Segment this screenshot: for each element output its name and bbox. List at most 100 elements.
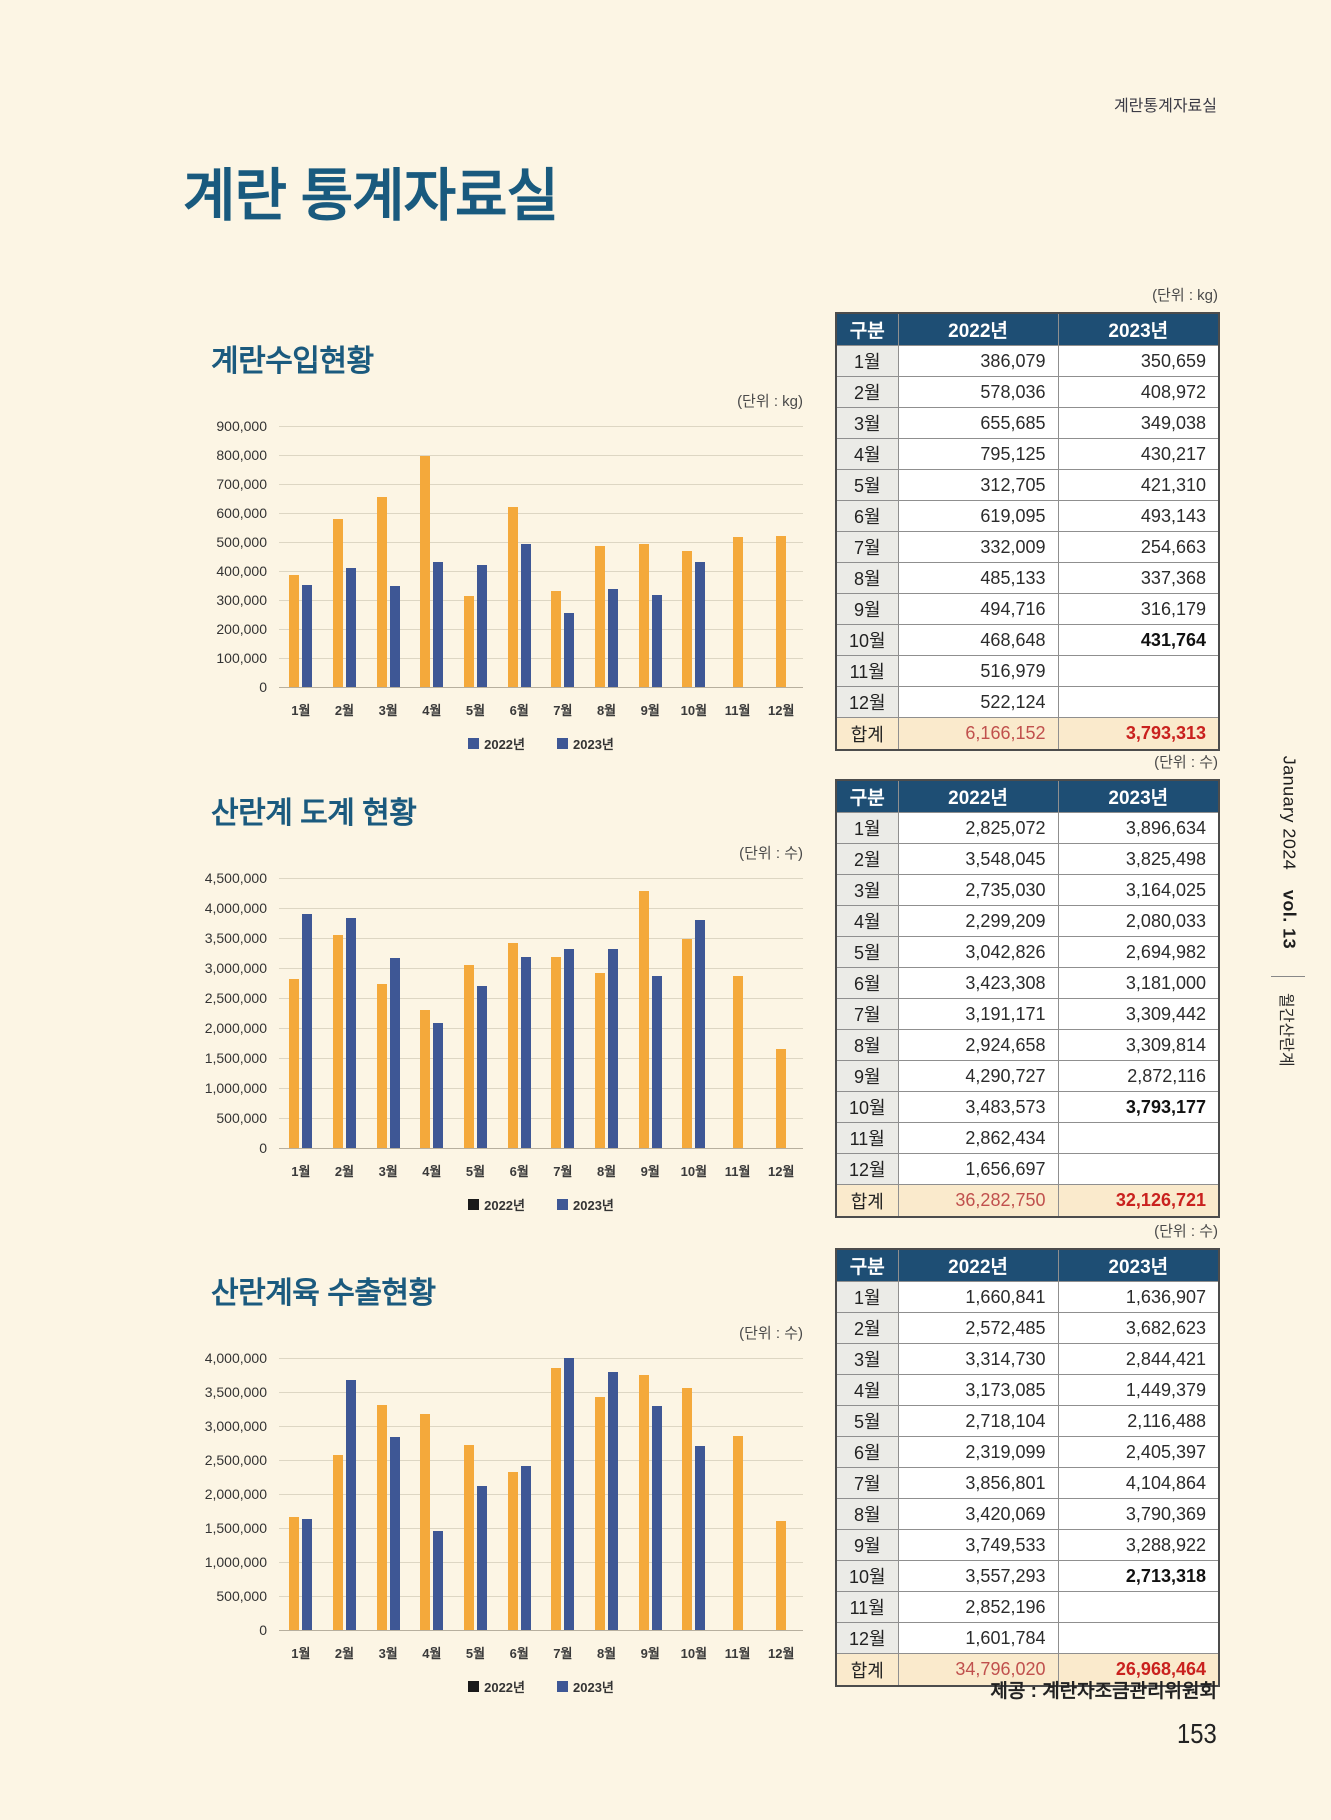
y-axis-tick-label: 200,000 — [216, 621, 267, 637]
month-cell: 9월 — [835, 593, 899, 625]
y-axis-tick-label: 0 — [259, 679, 267, 695]
bar-group-1월 — [279, 1358, 323, 1630]
table-unit-label: (단위 : 수) — [1154, 1223, 1218, 1240]
bar-2022년-2월 — [333, 1455, 343, 1630]
x-axis-label: 1월 — [291, 1646, 311, 1661]
month-cell: 10월 — [835, 1091, 899, 1123]
bar-2023년-4월 — [433, 1531, 444, 1630]
x-axis-label: 10월 — [680, 703, 708, 718]
gridline — [279, 1562, 803, 1563]
bar-2023년-2월 — [346, 918, 356, 1148]
bar-2022년-12월 — [776, 1048, 787, 1148]
total-value-cell: 34,796,020 — [897, 1653, 1059, 1687]
bar-2023년-8월 — [608, 589, 619, 687]
month-cell: 11월 — [835, 1591, 899, 1623]
bar-group-2월 — [323, 426, 367, 687]
bar-group-3월 — [366, 1358, 410, 1630]
bar-2022년-4월 — [420, 1414, 431, 1630]
value-cell: 2,718,104 — [897, 1405, 1059, 1437]
bar-group-9월 — [628, 426, 672, 687]
value-cell: 431,764 — [1057, 624, 1220, 656]
total-value-cell: 6,166,152 — [897, 717, 1059, 751]
table-row: 10월 3,483,573 3,793,177 — [835, 1091, 1220, 1123]
month-cell: 6월 — [835, 1436, 899, 1468]
x-axis-label: 9월 — [640, 1646, 660, 1661]
table-header-cell: 2023년 — [1057, 779, 1220, 813]
value-cell: 3,309,442 — [1057, 998, 1220, 1030]
table-row: 9월 3,749,533 3,288,922 — [835, 1529, 1220, 1561]
month-cell: 9월 — [835, 1060, 899, 1092]
table-row: 1월 386,079 350,659 — [835, 345, 1220, 377]
y-axis-tick-label: 3,000,000 — [204, 1418, 267, 1434]
legend-swatch — [468, 1199, 480, 1210]
bar-2023년-8월 — [608, 1372, 619, 1630]
month-cell: 2월 — [835, 376, 899, 408]
gridline — [279, 687, 803, 688]
value-cell: 3,181,000 — [1057, 967, 1220, 999]
table-header-row: 구분 2022년 2023년 — [835, 779, 1220, 813]
value-cell: 3,173,085 — [897, 1374, 1059, 1406]
bar-2023년-7월 — [564, 949, 575, 1148]
layer-slaughter-chart-block: 산란계 도계 현황 (단위 : 수) 4,500,000 4,000,000 3,5… — [205, 788, 803, 1214]
table-row: 2월 3,548,045 3,825,498 — [835, 843, 1220, 875]
table-row: 12월 522,124 — [835, 686, 1220, 718]
gridline — [279, 1460, 803, 1461]
table-row: 9월 4,290,727 2,872,116 — [835, 1060, 1220, 1092]
month-cell: 8월 — [835, 1498, 899, 1530]
issue-date: January 2024 — [1278, 755, 1299, 871]
legend-item: 2022년 — [468, 1677, 525, 1696]
bar-2023년-4월 — [433, 562, 444, 687]
x-axis-label: 12월 — [768, 1164, 795, 1179]
y-axis-tick-label: 2,000,000 — [204, 1020, 267, 1036]
gridline — [279, 629, 803, 630]
gridline — [279, 484, 803, 485]
bar-group-12월 — [759, 1358, 803, 1630]
value-cell: 3,682,623 — [1057, 1312, 1220, 1344]
month-cell: 10월 — [835, 624, 899, 656]
gridline — [279, 1058, 803, 1059]
value-cell: 316,179 — [1057, 593, 1220, 625]
value-cell: 2,825,072 — [897, 812, 1059, 844]
layer-meat-export-bar-chart: 4,000,000 3,500,000 3,000,000 2,500,000 2,00… — [205, 1350, 803, 1638]
y-axis-tick-label: 0 — [259, 1140, 267, 1156]
y-axis-tick-label: 1,000,000 — [204, 1554, 267, 1570]
value-cell: 2,872,116 — [1057, 1060, 1220, 1092]
month-cell: 1월 — [835, 1281, 899, 1313]
x-axis-label: 4월 — [422, 1646, 442, 1661]
legend-label: 2022년 — [484, 1198, 525, 1213]
y-axis-tick-label: 900,000 — [216, 418, 267, 434]
chart-unit-label: (단위 : kg) — [737, 393, 803, 410]
table-row: 8월 2,924,658 3,309,814 — [835, 1029, 1220, 1061]
value-cell: 619,095 — [897, 500, 1059, 532]
gridline — [279, 878, 803, 879]
bar-group-10월 — [672, 878, 716, 1148]
table-row: 1월 1,660,841 1,636,907 — [835, 1281, 1220, 1313]
table-body: 1월 1,660,841 1,636,907 2월 2,572,485 3,682,623… — [835, 1281, 1220, 1687]
x-axis-label: 9월 — [640, 703, 660, 718]
gridline — [279, 1088, 803, 1089]
table-row: 7월 3,191,171 3,309,442 — [835, 998, 1220, 1030]
gridline — [279, 1392, 803, 1393]
section-title-egg-import: 계란수입현황 — [211, 345, 374, 378]
bar-2022년-8월 — [595, 1397, 606, 1630]
month-cell: 5월 — [835, 936, 899, 968]
bar-group-12월 — [759, 878, 803, 1148]
value-cell: 3,557,293 — [897, 1560, 1059, 1592]
month-cell: 7월 — [835, 998, 899, 1030]
value-cell: 2,735,030 — [897, 874, 1059, 906]
section-title-layer-slaughter: 산란계 도계 현황 — [211, 797, 417, 830]
total-row: 합계 34,796,020 26,968,464 — [835, 1653, 1220, 1687]
chart-x-axis: 1월 2월 3월 4월 5월 6월 7월 8월 9월 10월 11월 12월 — [279, 700, 803, 719]
value-cell: 430,217 — [1057, 438, 1220, 470]
y-axis-tick-label: 0 — [259, 1622, 267, 1638]
value-cell: 2,405,397 — [1057, 1436, 1220, 1468]
x-axis-label: 3월 — [378, 1164, 398, 1179]
value-cell: 4,290,727 — [897, 1060, 1059, 1092]
bar-2023년-10월 — [695, 920, 706, 1148]
chart-x-axis: 1월 2월 3월 4월 5월 6월 7월 8월 9월 10월 11월 12월 — [279, 1161, 803, 1180]
bar-2022년-7월 — [551, 956, 562, 1148]
value-cell: 2,572,485 — [897, 1312, 1059, 1344]
gridline — [279, 542, 803, 543]
bar-2023년-6월 — [520, 544, 531, 687]
y-axis-tick-label: 3,000,000 — [204, 960, 267, 976]
